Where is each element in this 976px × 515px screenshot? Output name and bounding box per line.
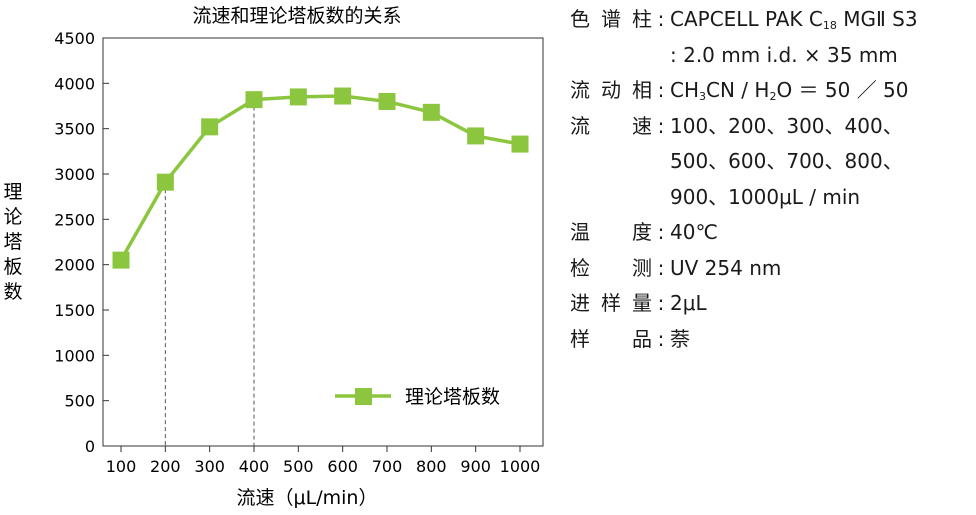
x-axis: 100 200 300 400 500 600 700 800 900 1000 (106, 446, 541, 476)
data-points (112, 87, 529, 269)
chart-title: 流速和理论塔板数的关系 (192, 5, 401, 27)
flow-rate-chart: 流速和理论塔板数的关系 0 500 1000 1500 2000 2500 3000 3500… (3, 5, 544, 509)
x-tick-label: 300 (194, 457, 225, 476)
colon: : (657, 113, 665, 138)
condition-label: 色谱柱 (570, 7, 652, 31)
x-tick-label: 100 (106, 457, 137, 476)
data-point (289, 88, 307, 106)
colon: : (657, 291, 665, 315)
condition-label: 检测 (570, 255, 652, 280)
condition-value: CH3CN / H2O ＝ 50 ／ 50 (670, 78, 909, 103)
condition-value: 900、1000μL / min (670, 184, 861, 209)
condition-column-line2: : 2.0 mm i.d. × 35 mm (570, 38, 976, 74)
condition-value: : 2.0 mm i.d. × 35 mm (670, 42, 898, 67)
data-point (467, 127, 485, 145)
x-tick-label: 1000 (500, 457, 541, 476)
condition-flow: 流速 : 100、200、300、400、 (570, 109, 976, 145)
x-tick-label: 900 (460, 457, 491, 476)
y-tick-label: 3000 (54, 165, 95, 184)
y-tick-label: 4000 (54, 74, 95, 93)
x-tick-label: 600 (327, 457, 358, 476)
y-tick-label: 2000 (54, 256, 95, 275)
legend: 理论塔板数 (335, 386, 500, 408)
y-tick-label: 3500 (54, 120, 95, 139)
y-tick-label: 2500 (54, 210, 95, 229)
conditions-panel: 色谱柱 : CAPCELL PAK C18 MGⅡ S3 : 2.0 mm i.… (570, 2, 976, 357)
condition-flow-line2: 500、600、700、800、 (570, 144, 976, 180)
condition-value: 500、600、700、800、 (670, 149, 903, 173)
x-tick-label: 700 (372, 457, 403, 476)
condition-value: 100、200、300、400、 (670, 113, 903, 138)
data-point (156, 173, 174, 191)
data-point (378, 92, 396, 110)
data-point (201, 118, 219, 136)
condition-label: 流动相 (570, 78, 652, 102)
condition-value: 2μL (670, 291, 707, 315)
condition-label: 流速 (570, 113, 652, 138)
x-tick-label: 400 (239, 457, 270, 476)
reference-lines (164, 99, 255, 446)
y-axis: 0 500 1000 1500 2000 2500 3000 3500 4000 4500 (54, 29, 109, 456)
colon: : (657, 7, 665, 31)
condition-column: 色谱柱 : CAPCELL PAK C18 MGⅡ S3 (570, 2, 976, 38)
y-tick-label: 1000 (54, 346, 95, 365)
data-point (112, 251, 130, 269)
y-tick-label: 1500 (54, 301, 95, 320)
colon: : (657, 220, 665, 244)
y-axis-label: 理论塔板数 (3, 181, 22, 303)
x-axis-label: 流速（μL/min） (237, 487, 378, 509)
condition-flow-line3: 900、1000μL / min (570, 180, 976, 216)
legend-label: 理论塔板数 (405, 386, 500, 408)
colon: : (657, 255, 665, 280)
data-point (245, 91, 263, 109)
condition-value: 40℃ (670, 220, 718, 244)
condition-label: 温度 (570, 220, 652, 244)
y-tick-label: 0 (85, 437, 95, 456)
data-point (334, 87, 352, 105)
x-tick-label: 500 (283, 457, 314, 476)
y-tick-label: 500 (64, 392, 95, 411)
condition-value: 萘 (670, 326, 690, 351)
x-tick-label: 800 (416, 457, 447, 476)
condition-label: 样品 (570, 326, 652, 351)
condition-mobile-phase: 流动相 : CH3CN / H2O ＝ 50 ／ 50 (570, 73, 976, 109)
condition-sample: 样品 : 萘 (570, 322, 976, 358)
condition-detection: 检测 : UV 254 nm (570, 251, 976, 287)
y-tick-label: 4500 (54, 29, 95, 48)
condition-injection: 进样量 : 2μL (570, 286, 976, 322)
plot-area-frame (102, 37, 544, 447)
condition-value: CAPCELL PAK C18 MGⅡ S3 (670, 7, 918, 32)
condition-value: UV 254 nm (670, 255, 782, 280)
data-point (511, 135, 529, 153)
condition-temperature: 温度 : 40℃ (570, 215, 976, 251)
series-line (119, 94, 521, 261)
condition-label: 进样量 (570, 291, 652, 315)
legend-marker (355, 388, 372, 405)
colon: : (657, 326, 665, 351)
data-point (422, 103, 440, 121)
x-tick-label: 200 (150, 457, 181, 476)
colon: : (657, 78, 665, 102)
